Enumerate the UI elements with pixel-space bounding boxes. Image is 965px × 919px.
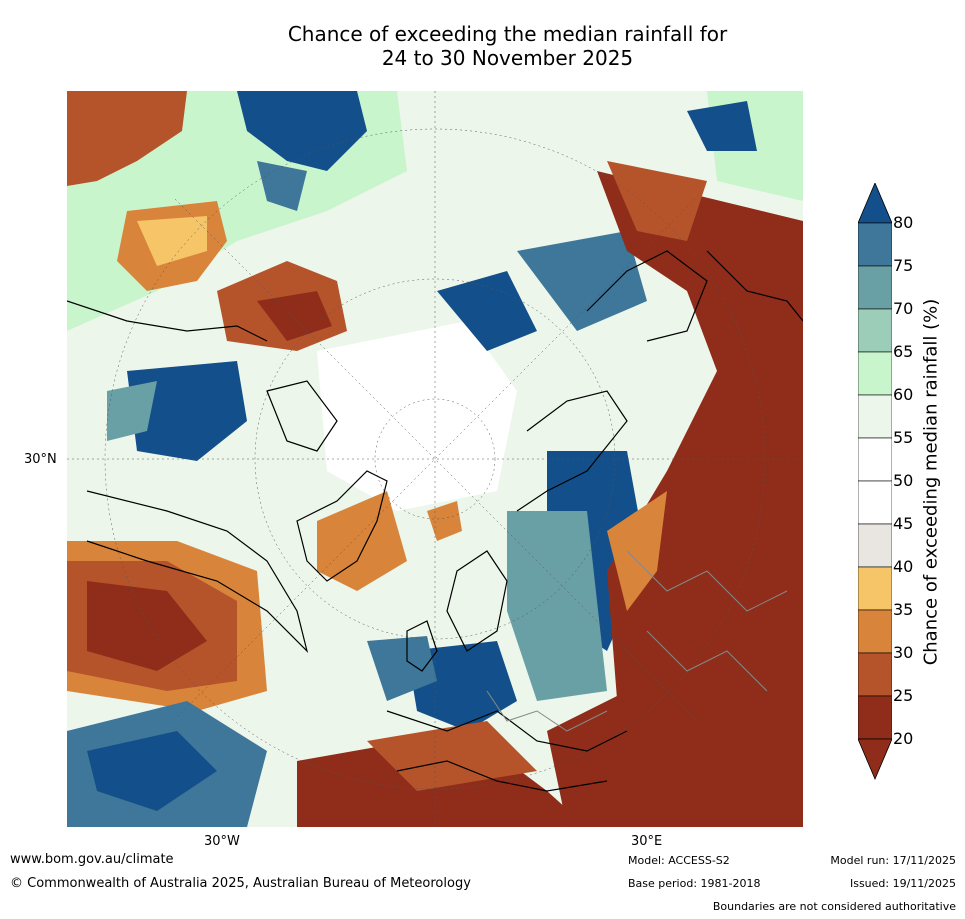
border-central-asia <box>646 630 768 692</box>
coast-europe <box>386 710 628 752</box>
colorbar-tick-label: 40 <box>893 557 914 576</box>
coastlines <box>67 250 803 792</box>
field-canada-teal <box>107 381 157 441</box>
copyright-text: © Commonwealth of Australia 2025, Austra… <box>10 876 471 891</box>
colorbar-band <box>858 222 892 267</box>
field-asia-brown <box>607 161 707 241</box>
coast-scandinavia <box>446 550 508 652</box>
field-atlantic-darkblue <box>87 731 217 811</box>
field-europe-teal <box>367 636 437 701</box>
colorbar-tick-label: 20 <box>893 729 914 748</box>
colorbar-band <box>858 394 892 439</box>
disclaimer-text: Boundaries are not considered authoritat… <box>712 900 956 913</box>
field-mideast-dark <box>547 691 687 827</box>
colorbar-tick-label: 70 <box>893 299 914 318</box>
title-line-2: 24 to 30 November 2025 <box>381 46 634 70</box>
colorbar-band <box>858 566 892 611</box>
colorbar-swatches <box>858 183 892 781</box>
field-asia-darkblue <box>687 101 757 151</box>
field-usa-dark <box>87 581 207 671</box>
model-text: Model: ACCESS-S2 <box>628 854 730 867</box>
field-arctic-blue <box>437 271 537 351</box>
colorbar-tick-label: 25 <box>893 686 914 705</box>
coast-canada <box>86 490 309 653</box>
lon-label-30e: 30°E <box>631 834 663 849</box>
lat-label-30n: 30°N <box>24 452 57 467</box>
colorbar <box>858 183 892 781</box>
map-title: Chance of exceeding the median rainfall … <box>200 22 815 70</box>
coast-russia <box>516 390 628 512</box>
graticule <box>67 91 803 827</box>
field-asia-dark <box>597 171 803 827</box>
field-russia-teal <box>507 511 607 701</box>
coast-uk <box>406 620 438 672</box>
colorbar-tick-label: 80 <box>893 213 914 232</box>
colorbar-tick-label: 35 <box>893 600 914 619</box>
colorbar-tick-label: 55 <box>893 428 914 447</box>
field-alaska-tan <box>137 216 207 266</box>
coast-mediterranean <box>396 760 608 792</box>
field-asia-orange <box>607 491 667 611</box>
border-europe <box>486 690 608 732</box>
field-europe-blue <box>407 641 517 731</box>
colorbar-extend-bottom <box>858 738 892 781</box>
colorbar-label: Chance of exceeding median rainfall (%) <box>920 298 942 666</box>
coast-siberia <box>586 250 708 342</box>
field-siberia-blue <box>517 231 647 331</box>
colorbar-extend-top <box>858 183 892 224</box>
base-period-text: Base period: 1981-2018 <box>628 877 761 890</box>
field-pacific-blue <box>237 91 367 171</box>
colorbar-tick-label: 65 <box>893 342 914 361</box>
lon-label-30w: 30°W <box>204 834 240 849</box>
field-canada-dark <box>257 291 332 341</box>
website-link[interactable]: www.bom.gov.au/climate <box>10 852 174 867</box>
colorbar-band <box>858 437 892 482</box>
field-arctic-white <box>317 321 517 511</box>
field-canada-blue <box>127 361 247 461</box>
coast-alaska <box>67 300 268 342</box>
coast-arctic-islands <box>266 380 338 452</box>
coast-asia-east <box>706 250 803 322</box>
colorbar-band <box>858 609 892 654</box>
colorbar-tick-label: 75 <box>893 256 914 275</box>
colorbar-band <box>858 695 892 740</box>
colorbar-band <box>858 523 892 568</box>
colorbar-band <box>858 652 892 697</box>
title-line-1: Chance of exceeding the median rainfall … <box>287 22 728 46</box>
borders <box>486 550 788 732</box>
colorbar-band <box>858 265 892 310</box>
coast-greenland <box>296 470 388 582</box>
issued-text: Issued: 19/11/2025 <box>849 877 956 890</box>
colorbar-tick-label: 30 <box>893 643 914 662</box>
colorbar-band <box>858 308 892 353</box>
rainfall-map[interactable] <box>67 91 803 827</box>
colorbar-tick-label: 45 <box>893 514 914 533</box>
colorbar-band <box>858 351 892 396</box>
colorbar-band <box>858 480 892 525</box>
model-run-text: Model run: 17/11/2025 <box>830 854 956 867</box>
field-scand-orange <box>427 501 462 541</box>
border-asia <box>626 550 788 612</box>
colorbar-tick-label: 50 <box>893 471 914 490</box>
field-africa-brown <box>367 721 537 791</box>
field-greenland-orange <box>317 491 407 591</box>
colorbar-tick-label: 60 <box>893 385 914 404</box>
field-pacific-brown <box>67 91 187 186</box>
